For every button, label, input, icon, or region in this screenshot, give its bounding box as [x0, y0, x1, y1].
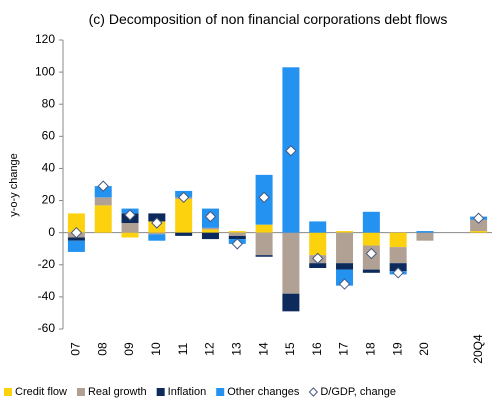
y-tick-label: 60	[42, 129, 56, 143]
legend-swatch	[76, 388, 85, 396]
diamond-marker	[151, 217, 163, 229]
diamond-marker	[312, 252, 324, 265]
bar-segment	[309, 221, 327, 233]
y-tick-label: 80	[42, 96, 56, 110]
legend-swatch	[156, 388, 165, 396]
bar-segment	[336, 232, 354, 264]
bar-segment	[362, 269, 380, 273]
bar-segment	[228, 235, 246, 240]
diamond-marker	[258, 191, 270, 204]
bar-segment	[389, 247, 407, 264]
bar-segment	[389, 232, 407, 248]
legend-swatch	[308, 387, 319, 397]
bar-segment	[255, 224, 273, 233]
y-tick-label: -40	[38, 289, 56, 303]
x-tick-label: 11	[176, 342, 190, 355]
x-tick-label: 19	[390, 342, 404, 356]
legend-label: Real growth	[88, 386, 147, 398]
legend-label: Other changes	[227, 386, 300, 398]
y-tick-label: -20	[38, 257, 56, 271]
diamond-marker	[365, 247, 378, 260]
legend-label: Credit flow	[15, 386, 67, 398]
bar-segment	[67, 237, 85, 241]
diamond-marker	[338, 278, 351, 290]
bar-segment	[470, 231, 488, 233]
bar-segment	[121, 232, 139, 238]
bar-segment	[94, 197, 112, 206]
bar-segment	[255, 255, 273, 257]
bar-segment	[336, 263, 354, 270]
bar-segment	[228, 232, 246, 236]
x-tick-label: 20Q4	[471, 334, 485, 364]
y-tick-label: 120	[35, 32, 55, 46]
y-tick-label: 0	[48, 225, 55, 239]
diamond-marker	[177, 191, 190, 204]
legend-label: D/GDP, change	[320, 386, 396, 398]
bar-segment	[228, 231, 246, 233]
bar-segment	[309, 263, 327, 268]
bar-segment	[362, 232, 380, 246]
bar-segment	[416, 232, 434, 241]
bar-segment	[175, 198, 193, 233]
x-tick-label: 15	[283, 342, 297, 356]
bar-segment	[470, 219, 488, 232]
bar-segment	[309, 232, 327, 256]
x-tick-label: 09	[122, 342, 136, 356]
bar-segment	[148, 234, 166, 241]
x-tick-label: 10	[149, 342, 163, 356]
y-tick-label: -60	[38, 321, 56, 335]
x-tick-label: 17	[337, 342, 351, 356]
diamond-marker	[392, 267, 404, 279]
diamond-marker	[231, 238, 243, 250]
x-tick-label: 07	[69, 342, 83, 356]
legend-label: Inflation	[168, 386, 207, 398]
legend-swatch	[216, 388, 225, 396]
diamond-marker	[97, 180, 109, 192]
bar-segment	[282, 293, 300, 312]
bar-segment	[255, 232, 273, 256]
bar-segment	[282, 232, 300, 294]
y-tick-label: 40	[42, 161, 56, 175]
bar-segment	[94, 205, 112, 233]
bar-segment	[201, 229, 219, 233]
bar-segment	[67, 213, 85, 233]
x-tick-label: 16	[310, 342, 324, 356]
bar-segment	[148, 232, 166, 235]
bar-segment	[175, 232, 193, 236]
bar-segment	[67, 240, 85, 252]
x-tick-label: 20	[417, 342, 431, 356]
x-tick-label: 13	[229, 342, 243, 356]
bar-segment	[201, 232, 219, 240]
y-tick-label: 20	[42, 193, 56, 207]
diamond-marker	[472, 212, 485, 224]
legend-swatch	[4, 388, 12, 396]
bar-segment	[121, 223, 139, 233]
diamond-marker	[70, 226, 83, 239]
bar-segment	[362, 211, 380, 233]
x-tick-label: 18	[364, 342, 378, 356]
y-axis-label: y-o-y change	[8, 153, 20, 217]
diamond-marker	[124, 209, 136, 221]
diamond-marker	[285, 145, 297, 157]
bar-segment	[336, 269, 354, 286]
y-tick-label: 100	[35, 64, 55, 78]
x-tick-label: 12	[203, 342, 217, 356]
bar-segment	[201, 227, 219, 230]
chart-title: (c) Decomposition of non financial corpo…	[88, 11, 448, 27]
x-tick-label: 08	[95, 342, 109, 356]
bar-segment	[416, 231, 434, 233]
x-tick-label: 14	[256, 342, 270, 356]
diamond-marker	[204, 210, 217, 223]
bar-segment	[336, 231, 354, 233]
